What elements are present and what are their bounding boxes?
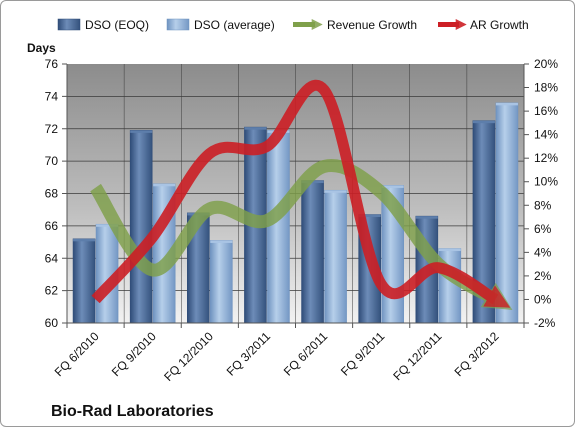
- right-tick-label: 10%: [534, 175, 558, 189]
- bar-top: [495, 102, 518, 106]
- left-tick-label: 74: [45, 89, 59, 103]
- right-tick-label: 14%: [534, 128, 558, 142]
- right-tick-label: 4%: [534, 245, 552, 259]
- x-tick-label: FQ 3/2011: [224, 329, 274, 379]
- bar-dso-average: [210, 240, 233, 324]
- right-tick-label: 12%: [534, 151, 558, 165]
- left-tick-label: 66: [45, 219, 59, 233]
- left-tick-label: 68: [45, 187, 59, 201]
- left-tick-label: 70: [45, 154, 59, 168]
- company-name: Bio-Rad Laboratories: [51, 403, 214, 420]
- bar-dso-average: [267, 130, 290, 324]
- x-tick-label: FQ 3/2012: [452, 329, 502, 379]
- bar-dso-eoq: [72, 238, 96, 324]
- bar-top: [358, 214, 381, 218]
- x-tick-label: FQ 9/2010: [109, 329, 159, 379]
- right-tick-label: 16%: [534, 104, 558, 118]
- x-tick-label: FQ 6/2011: [281, 329, 331, 379]
- bar-top: [96, 224, 119, 227]
- x-tick-label: FQ 12/2010: [161, 329, 216, 384]
- right-tick-label: 0%: [534, 292, 552, 306]
- legend-label-dso-eoq: DSO (EOQ): [85, 18, 149, 32]
- right-tick-label: 6%: [534, 222, 552, 236]
- bar-top: [438, 248, 461, 252]
- line-series: [90, 79, 513, 310]
- bar-top: [324, 190, 347, 193]
- bar-top: [472, 120, 495, 124]
- legend-swatch-dso-eoq: [57, 18, 81, 31]
- bar-top: [153, 183, 176, 187]
- legend-label-dso-average: DSO (average): [194, 18, 275, 32]
- line-revenue-growth: [90, 159, 513, 310]
- y-axis-title: Days: [27, 41, 56, 55]
- x-tick-label: FQ 12/2011: [390, 329, 444, 383]
- bar-top: [244, 127, 267, 130]
- line-ar-growth: [91, 79, 511, 308]
- left-tick-label: 62: [45, 284, 59, 298]
- bar-dso-eoq: [129, 130, 153, 324]
- right-tick-label: 20%: [534, 57, 558, 71]
- left-tick-label: 76: [45, 57, 59, 71]
- right-tick-label: 8%: [534, 198, 552, 212]
- bar-dso-average: [324, 189, 347, 324]
- left-tick-label: 60: [45, 316, 59, 330]
- bar-dso-average: [495, 102, 519, 324]
- right-tick-label: -2%: [534, 316, 556, 330]
- bar-top: [130, 130, 153, 133]
- left-tick-label: 64: [45, 251, 59, 265]
- bar-top: [73, 238, 96, 242]
- legend-swatch-dso-average: [166, 18, 190, 31]
- x-tick-label: FQ 9/2011: [338, 329, 388, 379]
- left-tick-label: 72: [45, 122, 59, 136]
- bar-top: [210, 240, 233, 243]
- legend-label-ar-growth: AR Growth: [470, 18, 529, 32]
- right-tick-label: 2%: [534, 269, 552, 283]
- right-tick-label: 18%: [534, 81, 558, 95]
- bar-top: [381, 185, 404, 188]
- bar-dso-eoq: [301, 180, 324, 324]
- legend: DSO (EOQ) DSO (average) Revenue Growth A…: [57, 18, 529, 32]
- bar-top: [415, 216, 438, 219]
- x-tick-label: FQ 6/2010: [52, 329, 102, 379]
- legend-label-revenue-growth: Revenue Growth: [327, 18, 417, 32]
